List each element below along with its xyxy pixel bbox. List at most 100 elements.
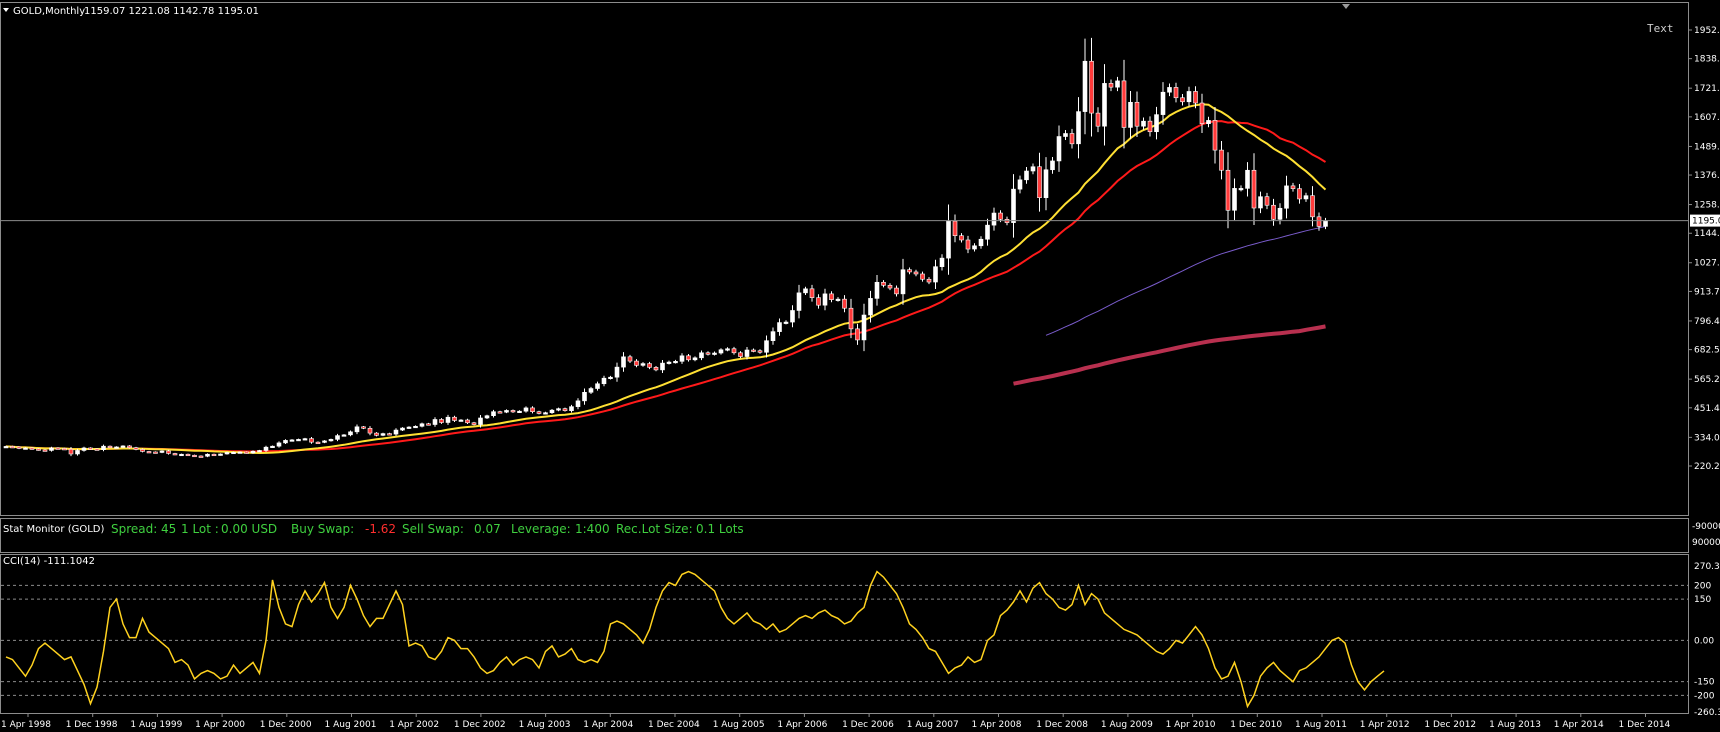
candle-bull: [49, 447, 54, 451]
buy-swap-value: -1.62: [365, 522, 396, 536]
ma-mid-line: [5, 120, 1327, 453]
price-tick-label: 334.00: [1694, 433, 1720, 443]
candle-bear: [562, 408, 568, 411]
candle-bull: [458, 419, 464, 422]
candle-bull: [783, 321, 789, 324]
cci-panel[interactable]: 270.358 200 150 0.00 -150 -200 -260.3 CCI(14) …: [0, 554, 1720, 719]
candle-bull: [796, 292, 802, 311]
cci-series: [5, 570, 1385, 709]
candle-bull: [640, 363, 646, 366]
candle-bull: [224, 452, 230, 455]
candle-bull: [933, 266, 938, 283]
stat-monitor-title: Stat Monitor (GOLD): [3, 524, 104, 535]
candle-bull: [114, 446, 119, 449]
candle-bull: [790, 310, 795, 323]
price-panel-frame: [0, 2, 1689, 516]
candle-bull: [861, 314, 867, 341]
time-tick-label: 1 Dec 2006: [842, 720, 894, 730]
ma-slow-line: [1013, 324, 1326, 386]
candle-bear: [816, 297, 821, 306]
cci-tick-label: -150: [1694, 678, 1715, 688]
price-tick-label: 451.40: [1694, 404, 1720, 414]
price-tick-label: 1721.00: [1694, 84, 1720, 94]
candle-bear: [309, 438, 314, 443]
time-tick-label: 1 Aug 2013: [1489, 720, 1541, 730]
text-object[interactable]: Text: [1647, 22, 1674, 35]
candle-bear: [952, 220, 958, 237]
time-tick-label: 1 Apr 2000: [195, 720, 245, 730]
time-tick-label: 1 Aug 2001: [325, 720, 377, 730]
candle-bull: [595, 383, 600, 389]
candle-bull: [250, 450, 256, 454]
buy-swap-label: Buy Swap:: [291, 522, 354, 536]
symbol-dropdown-icon[interactable]: [3, 8, 9, 12]
candle-bull: [231, 451, 236, 455]
candle-bear: [1225, 169, 1231, 211]
candle-bull: [1076, 111, 1081, 145]
candle-bull: [699, 352, 704, 359]
cci-tick-label: 270.358: [1694, 562, 1720, 572]
candle-bull: [582, 391, 587, 402]
candle-bull: [478, 417, 483, 425]
candle-bear: [757, 350, 763, 353]
candle-bear: [634, 360, 639, 366]
candle-bear: [42, 449, 48, 452]
candle-bear: [185, 453, 191, 457]
price-tick-label: 565.25: [1694, 375, 1720, 385]
candle-bear: [848, 307, 854, 330]
candle-bull: [335, 435, 340, 440]
candle-bull: [1277, 207, 1283, 220]
stat-monitor-frame: [0, 518, 1689, 553]
stat-axis-label-bottom: 900000: [1692, 538, 1720, 548]
candle-bull: [1024, 170, 1029, 181]
candle-bear: [211, 453, 217, 457]
candle-bear: [361, 426, 366, 429]
candle-bull: [1063, 133, 1068, 137]
candle-bull: [517, 410, 522, 413]
candle-bear: [146, 451, 152, 454]
candle-bear: [1297, 188, 1302, 200]
candle-bull: [393, 429, 399, 435]
candle-bull: [406, 426, 412, 429]
candle-bull: [354, 426, 360, 433]
cci-tick-label: 150: [1694, 595, 1711, 605]
candle-bull: [991, 212, 997, 226]
price-tick-label: 796.40: [1694, 317, 1720, 327]
cci-tick-label: -200: [1694, 691, 1715, 701]
candle-bull: [491, 411, 496, 417]
candle-bear: [16, 446, 22, 449]
price-panel[interactable]: 1952.10 1838.35 1721.00 1607.10 1489.55 1376.…: [0, 2, 1720, 516]
candlestick-series: [3, 37, 1328, 458]
time-tick-label: 1 Dec 2002: [454, 720, 506, 730]
candle-bear: [1180, 97, 1185, 103]
sell-swap-label: Sell Swap:: [402, 522, 464, 536]
candle-bull: [276, 442, 282, 447]
candle-bear: [452, 416, 457, 421]
candle-bull: [900, 269, 906, 295]
cci-tick-label: 200: [1694, 581, 1711, 591]
candle-bear: [894, 287, 899, 295]
candle-bull: [1206, 120, 1211, 124]
scroll-marker-icon[interactable]: [1342, 4, 1350, 9]
candle-bull: [1186, 91, 1192, 103]
candle-bear: [536, 411, 542, 414]
time-tick-label: 1 Dec 1998: [66, 720, 118, 730]
candle-bear: [244, 451, 249, 454]
candle-bull: [1323, 220, 1328, 227]
time-tick-label: 1 Aug 2011: [1295, 720, 1347, 730]
candle-bear: [751, 349, 756, 352]
candle-bull: [614, 366, 620, 378]
candle-bear: [426, 423, 431, 426]
time-tick-label: 1 Apr 2006: [777, 720, 827, 730]
price-tick-label: 1144.80: [1694, 229, 1720, 239]
candle-bull: [413, 425, 418, 429]
candle-bull: [673, 361, 678, 364]
time-tick-label: 1 Dec 2010: [1230, 720, 1282, 730]
candle-bear: [920, 273, 925, 280]
candle-bear: [1173, 87, 1179, 99]
candle-bear: [1095, 112, 1101, 127]
spread-label: Spread:: [111, 522, 157, 536]
candle-bull: [549, 409, 555, 413]
candle-bull: [400, 427, 405, 431]
